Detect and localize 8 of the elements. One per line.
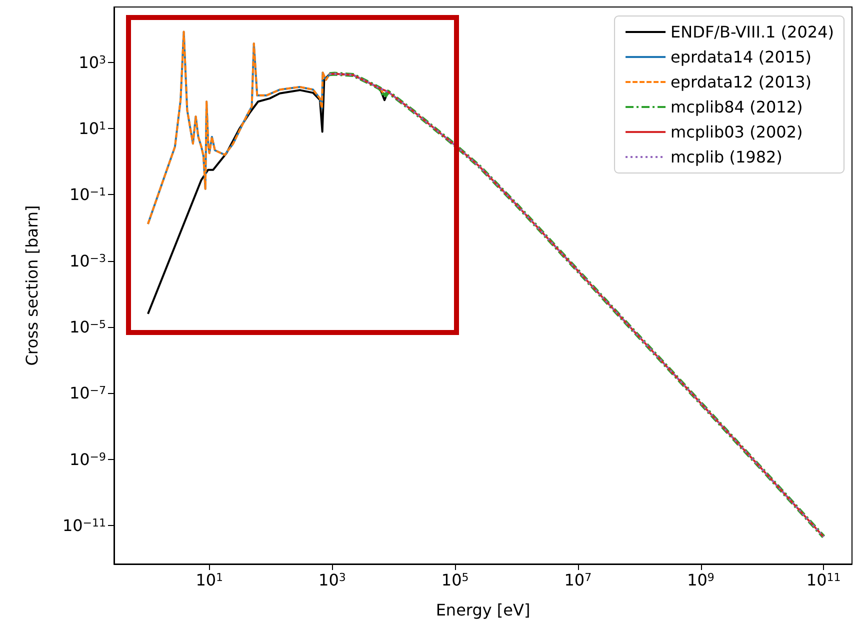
- x-axis-title: Energy [eV]: [436, 600, 530, 620]
- legend-label: mcplib03 (2002): [670, 122, 803, 142]
- legend-label: mcplib (1982): [670, 148, 782, 166]
- legend-label: ENDF/B-VIII.1 (2024): [670, 22, 834, 42]
- y-axis-title: Cross section [barn]: [22, 205, 42, 366]
- legend-label: eprdata12 (2013): [670, 72, 812, 92]
- legend-label: eprdata14 (2015): [670, 48, 812, 66]
- legend-label: mcplib84 (2012): [670, 98, 803, 116]
